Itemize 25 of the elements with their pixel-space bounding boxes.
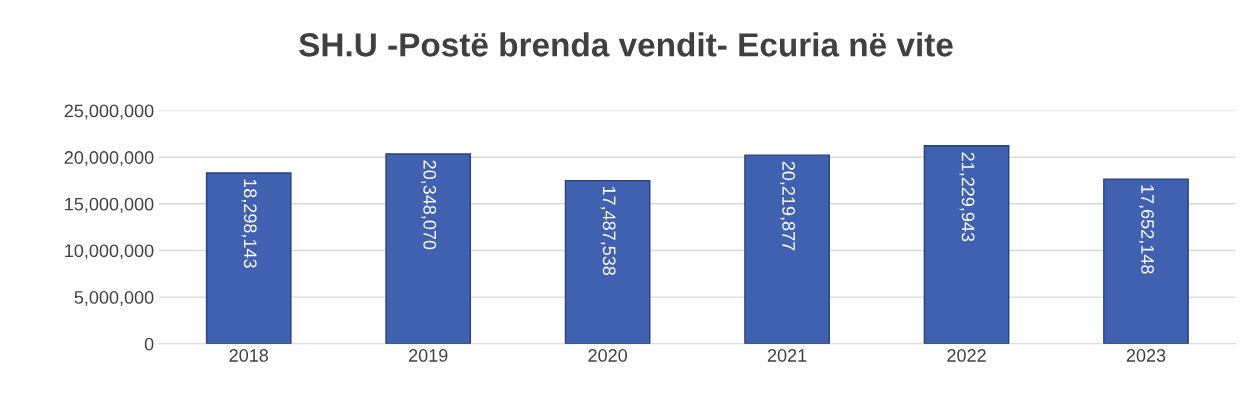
y-tick-label: 5,000,000 <box>74 291 154 306</box>
bar <box>744 154 830 344</box>
y-tick-label: 10,000,000 <box>65 244 154 260</box>
data-label: 18,298,143 <box>241 179 257 268</box>
x-tick-label: 2022 <box>947 349 986 362</box>
x-tick-label: 2021 <box>767 349 807 362</box>
x-tick-label: 2019 <box>409 349 448 362</box>
x-tick-label: 2020 <box>588 349 628 362</box>
y-tick-label: 0 <box>144 337 154 351</box>
x-tick-label: 2018 <box>229 349 269 362</box>
bar <box>564 179 651 344</box>
data-label: 20,219,877 <box>780 161 796 251</box>
bar <box>385 153 472 344</box>
data-label: 21,229,943 <box>959 152 975 242</box>
data-label: 17,487,538 <box>600 186 616 276</box>
y-tick-label: 20,000,000 <box>64 151 154 167</box>
y-tick-label: 15,000,000 <box>65 197 154 213</box>
bar <box>923 145 1010 344</box>
chart-title: SH.U -Postë brenda vendit- Ecuria në vite <box>299 32 953 57</box>
data-label: 20,348,070 <box>421 160 437 250</box>
data-label: 17,652,148 <box>1139 185 1154 274</box>
y-tick-label: 25,000,000 <box>64 104 154 120</box>
x-tick-label: 2023 <box>1126 349 1166 362</box>
bar <box>205 172 292 344</box>
bar <box>1103 178 1189 344</box>
